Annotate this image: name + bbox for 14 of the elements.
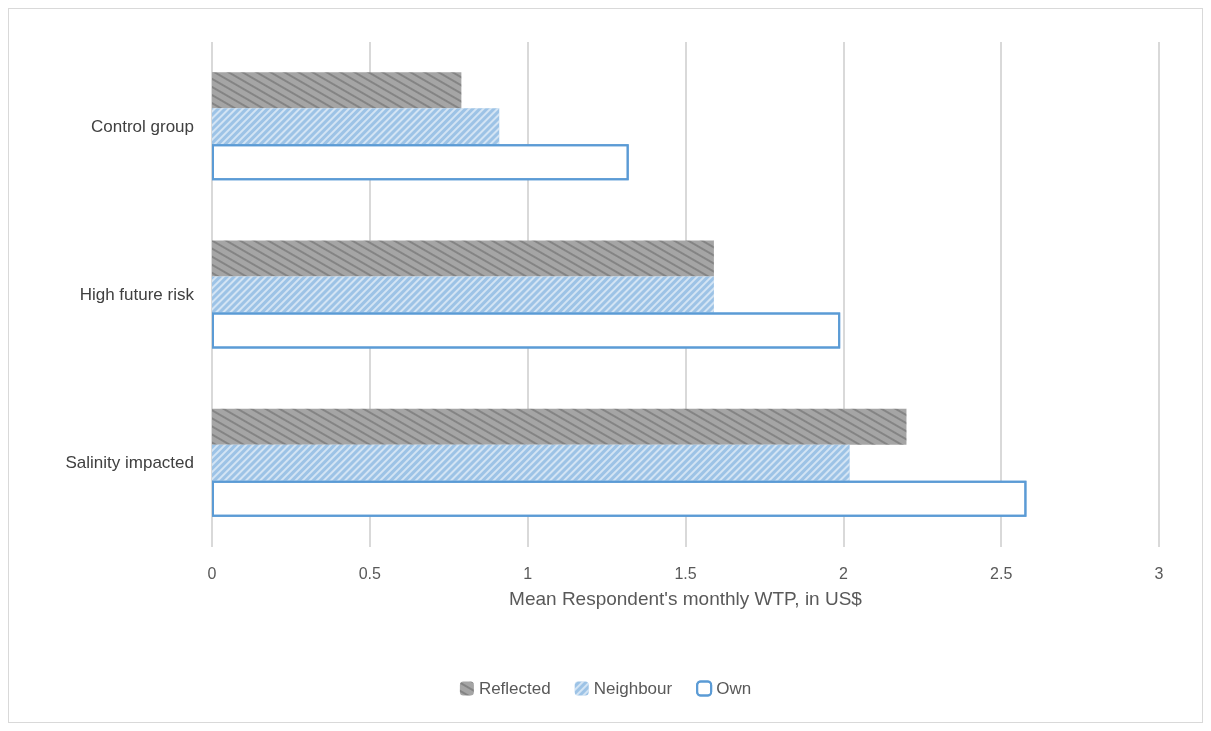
y-tick-label: Salinity impacted [65, 453, 194, 473]
x-tick-label: 0.5 [358, 564, 382, 582]
x-tick-label: 2.5 [990, 564, 1013, 582]
legend-label: Reflected [478, 679, 551, 698]
legend-label: Neighbour [593, 679, 673, 698]
x-axis-title: Mean Respondent's monthly WTP, in US$ [509, 588, 863, 609]
x-tick-label: 0 [207, 564, 217, 582]
x-tick-label: 2 [838, 564, 848, 582]
legend-label: Own [716, 679, 752, 698]
y-tick-label: Control group [90, 116, 194, 136]
y-tick-label: High future risk [79, 285, 195, 304]
x-tick-label: 1.5 [674, 564, 697, 582]
x-tick-label: 1 [523, 564, 533, 582]
x-tick-label: 3 [1154, 564, 1164, 582]
